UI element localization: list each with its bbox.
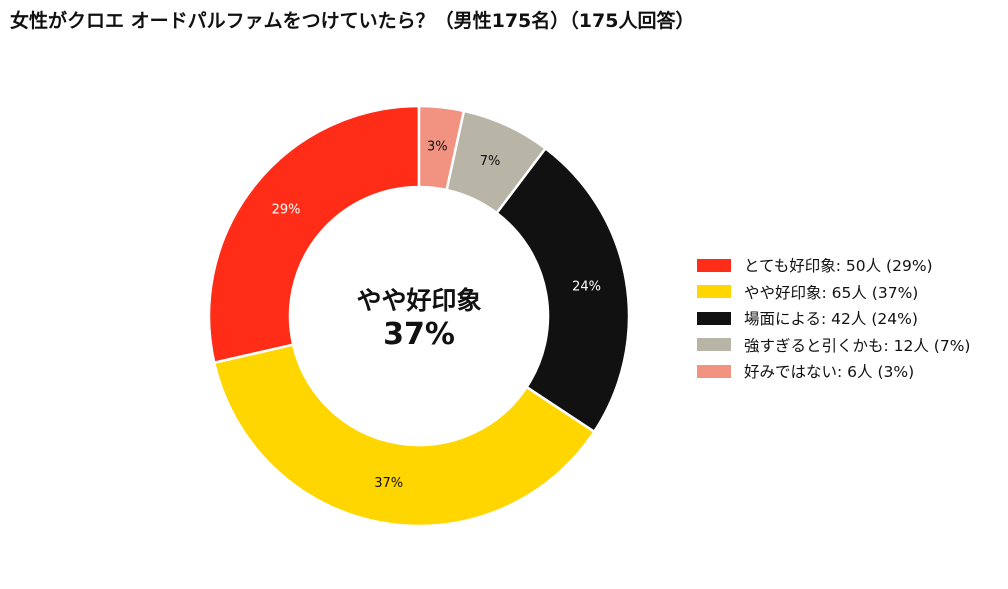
donut-slice-5 [417, 104, 466, 192]
donut-slice-3 [495, 147, 631, 433]
donut-slice-1 [207, 104, 421, 364]
legend-swatch [697, 311, 731, 325]
slice-percent-label-3: 24% [572, 280, 601, 295]
legend-swatch [697, 285, 731, 299]
legend-item-4: 強すぎると引くかも: 12人 (7%) [697, 332, 970, 359]
legend: とても好印象: 50人 (29%) やや好印象: 65人 (37%) 場面による: … [697, 252, 970, 385]
center-percent-label: 37% [383, 317, 455, 352]
legend-item-2: やや好印象: 65人 (37%) [697, 279, 970, 306]
slice-percent-label-2: 37% [374, 476, 403, 491]
slice-percent-label-4: 7% [480, 154, 501, 169]
legend-item-1: とても好印象: 50人 (29%) [697, 252, 970, 279]
legend-label: とても好印象: 50人 (29%) [744, 257, 933, 276]
chart-title: 女性がクロエ オードパルファムをつけていたら？（男性175名）（175人回答） [10, 10, 695, 32]
legend-label: 場面による: 42人 (24%) [744, 310, 918, 329]
donut-slices [207, 104, 631, 528]
legend-label: 強すぎると引くかも: 12人 (7%) [744, 336, 971, 355]
slice-percent-label-5: 3% [427, 139, 448, 154]
center-category-label: やや好印象 [356, 286, 481, 315]
legend-label: 好みではない: 6人 (3%) [744, 363, 915, 382]
legend-swatch [697, 258, 731, 272]
legend-label: やや好印象: 65人 (37%) [744, 283, 919, 302]
legend-item-5: 好みではない: 6人 (3%) [697, 358, 970, 385]
legend-swatch [697, 338, 731, 352]
legend-item-3: 場面による: 42人 (24%) [697, 305, 970, 332]
slice-percent-label-1: 29% [272, 203, 301, 218]
donut-slice-2 [213, 343, 596, 528]
legend-swatch [697, 364, 731, 378]
slice-percent-labels: 29% 37% 24% 7% 3% [272, 139, 601, 490]
